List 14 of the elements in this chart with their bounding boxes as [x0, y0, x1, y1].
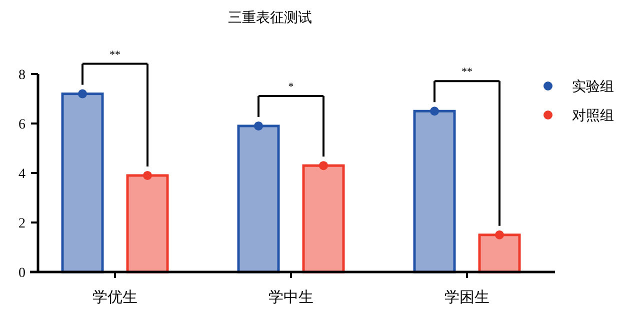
annotation: *: [288, 80, 294, 93]
legend-label: 实验组: [572, 79, 614, 95]
y-tick-label: 2: [18, 216, 26, 232]
y-tick-label: 0: [18, 266, 26, 281]
y-tick-label: 4: [18, 167, 26, 182]
x-tick-label: 学优生: [92, 289, 138, 306]
legend-label: 对照组: [572, 108, 614, 124]
text: **: [110, 48, 120, 61]
x-tick-label: 学困生: [444, 289, 490, 306]
y-tick-label: 8: [18, 68, 26, 83]
y-tick-label: 6: [18, 118, 26, 132]
annotation: **: [462, 66, 472, 78]
x-tick-label: 学中生: [268, 289, 314, 306]
chart-title: 三重表征测试: [228, 10, 312, 26]
